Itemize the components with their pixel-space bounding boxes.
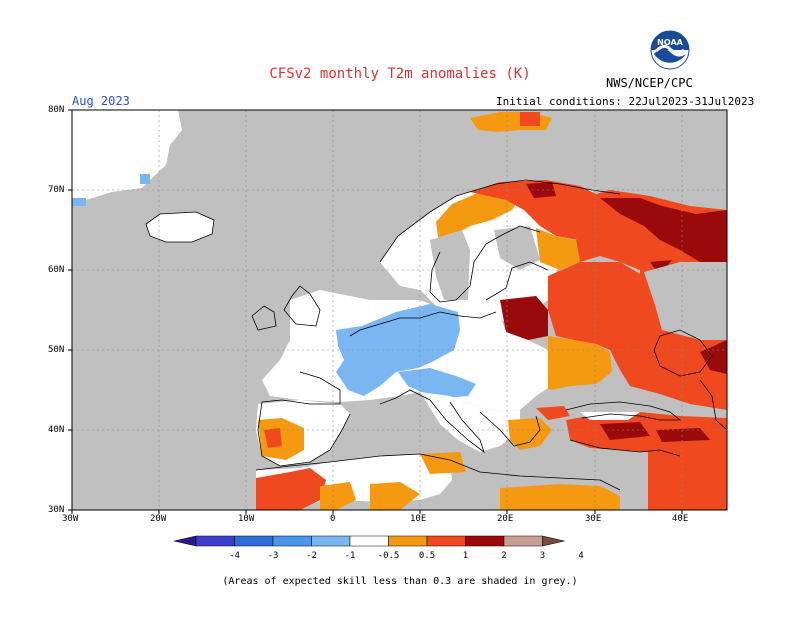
greenland-region [72,110,182,204]
volga-hot-cell [700,340,727,374]
belarus-hot-region [500,296,548,340]
northwest-russia-hot-region [600,198,727,262]
egypt-warm-region [500,484,620,510]
caucasus-hot-cell [656,428,710,442]
sweden-low-skill-region [430,230,470,300]
bulgaria-warm-cell [536,406,570,420]
map-frame [71,109,728,511]
greenland-cold-cell [72,198,86,206]
lon-label-30e: 30E [585,514,602,524]
greenland-cold-cell [140,174,150,184]
noaa-logo-text: NOAA [657,38,683,47]
lapland-hot-cell [526,182,556,198]
portugal-hot-cell [264,428,282,448]
algeria-warm-region [320,482,356,510]
turkey-hot-cell [600,422,650,440]
russia-low-skill-region [644,262,727,340]
graticule [72,110,727,510]
map-title: CFSv2 monthly T2m anomalies (K) [269,66,531,82]
lon-label-20e: 20E [497,514,514,524]
greece-warm-region [508,418,552,450]
lat-label-80n: 80N [48,105,65,115]
levant-low-skill-region [590,448,648,480]
lat-label-30n: 30N [48,505,65,515]
valid-month-label: Aug 2023 [72,94,130,108]
lat-label-60n: 60N [48,265,65,275]
axis-ticks [68,109,683,514]
iceland-region [146,212,214,242]
svalbard-hot-cell [520,112,540,126]
italy-balkans-region [420,392,520,452]
alps-cold-region [398,368,476,398]
norway-warm-region [436,184,520,252]
lat-label-50n: 50N [48,345,65,355]
noaa-logo-icon: NOAA [650,30,690,70]
morocco-warm-region [256,468,326,510]
libya-coast-warm-region [420,452,466,474]
lon-label-10e: 10E [410,514,427,524]
black-sea-coast-region [580,412,640,420]
tunisia-warm-region [370,482,420,510]
initial-conditions-label: Initial conditions: 22Jul2023-31Jul2023 [496,95,755,108]
lon-label-0: 0 [330,514,336,524]
finland-warm-region [536,228,580,270]
lat-label-70n: 70N [48,185,65,195]
lon-label-30w: 30W [62,514,79,524]
skill-note: (Areas of expected skill less than 0.3 a… [222,576,578,587]
libya-low-skill-region [460,480,500,510]
finland-low-skill-region [494,226,540,270]
lon-label-20w: 20W [150,514,167,524]
eastern-europe-warm-region [548,262,727,410]
organization-label: NWS/NCEP/CPC [606,76,693,90]
lon-label-40e: 40E [672,514,689,524]
middle-east-warm-region [648,452,727,510]
ukraine-warm-region [540,336,612,390]
lapland-warm-region [470,180,600,240]
lat-label-40n: 40N [48,425,65,435]
lon-label-10w: 10W [238,514,255,524]
